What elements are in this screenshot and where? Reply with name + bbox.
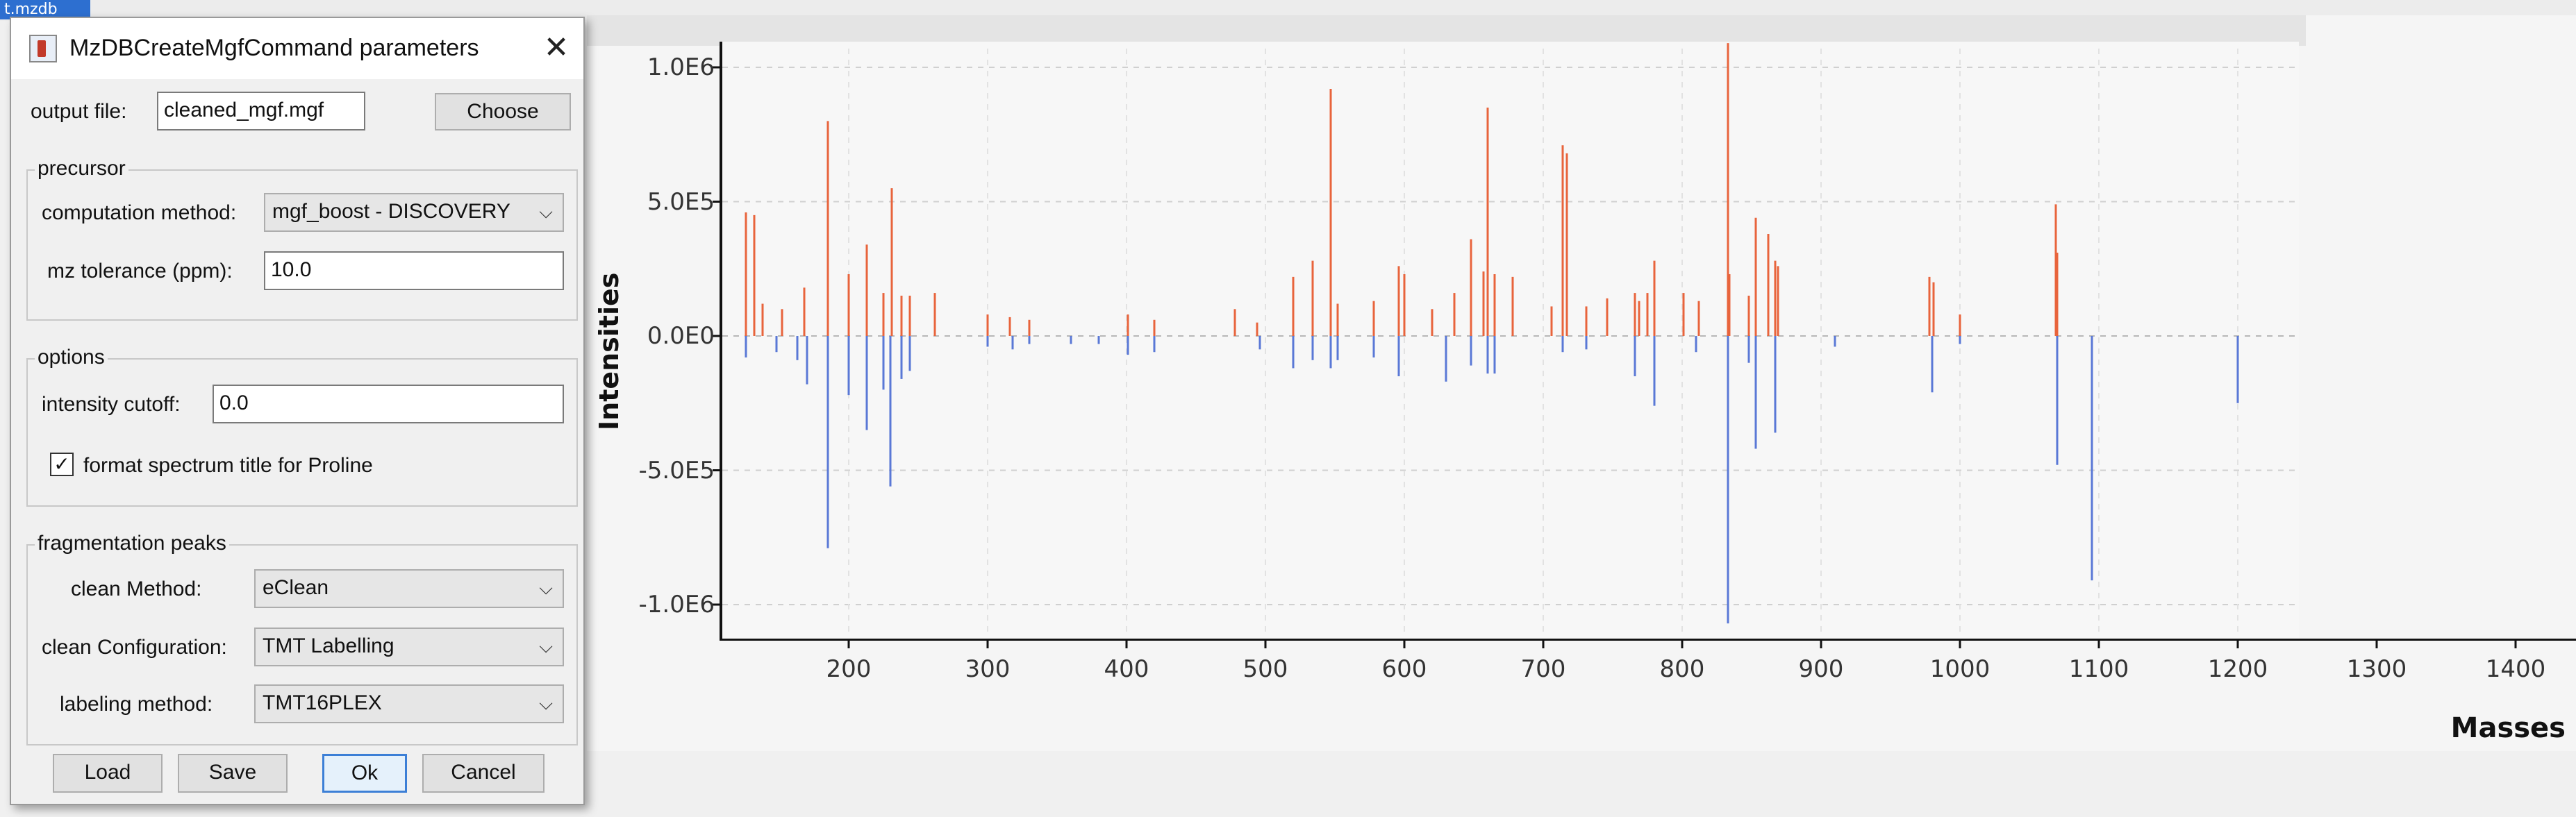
- cancel-button[interactable]: Cancel: [422, 754, 545, 793]
- computation-method-value: mgf_boost - DISCOVERY: [272, 200, 510, 223]
- x-tick-label: 500: [1243, 655, 1288, 683]
- x-tick-label: 400: [1104, 655, 1149, 683]
- y-axis-line: [720, 42, 722, 641]
- chart-top-bar: [587, 15, 2306, 46]
- save-button[interactable]: Save: [178, 754, 288, 793]
- x-tick-label: 1200: [2207, 655, 2268, 683]
- clean-method-value: eClean: [263, 576, 329, 599]
- labeling-method-value: TMT16PLEX: [263, 691, 382, 714]
- labeling-method-label: labeling method:: [60, 693, 213, 716]
- clean-method-select[interactable]: eClean ⌵: [254, 569, 564, 608]
- fragmentation-group: [26, 544, 578, 746]
- mgf-parameters-dialog: MzDBCreateMgfCommand parameters ✕ output…: [10, 17, 585, 805]
- close-icon[interactable]: ✕: [543, 31, 570, 65]
- x-tick-label: 800: [1659, 655, 1705, 683]
- options-group-title: options: [35, 346, 108, 369]
- fragmentation-group-title: fragmentation peaks: [35, 532, 229, 555]
- chevron-down-icon: ⌵: [539, 693, 553, 714]
- load-button[interactable]: Load: [53, 754, 163, 793]
- dialog-title: MzDBCreateMgfCommand parameters: [69, 35, 479, 61]
- clean-configuration-label: clean Configuration:: [42, 636, 227, 659]
- y-axis-label: Intensities: [594, 272, 624, 430]
- plot-area[interactable]: [722, 42, 2299, 639]
- labeling-method-select[interactable]: TMT16PLEX ⌵: [254, 684, 564, 723]
- format-title-checkbox[interactable]: ✓: [50, 453, 74, 476]
- chevron-down-icon: ⌵: [539, 201, 553, 222]
- precursor-group-title: precursor: [35, 157, 128, 180]
- mz-tolerance-label: mz tolerance (ppm):: [47, 260, 233, 283]
- background-file-item[interactable]: t.mzdb: [0, 0, 90, 19]
- chevron-down-icon: ⌵: [539, 636, 553, 657]
- computation-method-select[interactable]: mgf_boost - DISCOVERY ⌵: [264, 193, 564, 232]
- x-axis-line: [722, 639, 2576, 641]
- y-tick-label: -5.0E5: [638, 456, 715, 485]
- intensity-cutoff-label: intensity cutoff:: [42, 393, 181, 416]
- x-tick-label: 300: [965, 655, 1011, 683]
- x-tick-label: 900: [1798, 655, 1844, 683]
- chevron-down-icon: ⌵: [539, 578, 553, 598]
- intensity-cutoff-input[interactable]: 0.0: [213, 385, 564, 423]
- dialog-titlebar[interactable]: MzDBCreateMgfCommand parameters ✕: [11, 18, 583, 79]
- x-tick-label: 1000: [1929, 655, 1991, 683]
- x-tick-label: 600: [1381, 655, 1427, 683]
- x-tick-label: 200: [826, 655, 872, 683]
- x-tick-label: 1100: [2068, 655, 2129, 683]
- x-tick-label: 1300: [2346, 655, 2407, 683]
- choose-button[interactable]: Choose: [435, 93, 571, 130]
- mz-tolerance-input[interactable]: 10.0: [264, 251, 564, 290]
- precursor-group: [26, 169, 578, 321]
- clean-method-label: clean Method:: [71, 578, 202, 600]
- output-file-label: output file:: [31, 100, 127, 123]
- format-title-label: format spectrum title for Proline: [83, 454, 373, 477]
- y-tick-label: 5.0E5: [647, 187, 715, 216]
- java-app-icon: [29, 35, 57, 62]
- output-file-input[interactable]: cleaned_mgf.mgf: [157, 92, 365, 130]
- clean-configuration-value: TMT Labelling: [263, 634, 394, 657]
- clean-configuration-select[interactable]: TMT Labelling ⌵: [254, 628, 564, 666]
- y-tick-label: 1.0E6: [647, 53, 715, 81]
- x-axis-label: Masses: [2450, 712, 2566, 744]
- y-tick-label: -1.0E6: [638, 591, 715, 618]
- x-tick-label: 700: [1520, 655, 1566, 683]
- x-tick-label: 1400: [2485, 655, 2546, 683]
- y-tick-label: 0.0E0: [647, 322, 715, 350]
- options-group: [26, 358, 578, 507]
- ok-button[interactable]: Ok: [322, 754, 407, 793]
- computation-method-label: computation method:: [42, 201, 237, 224]
